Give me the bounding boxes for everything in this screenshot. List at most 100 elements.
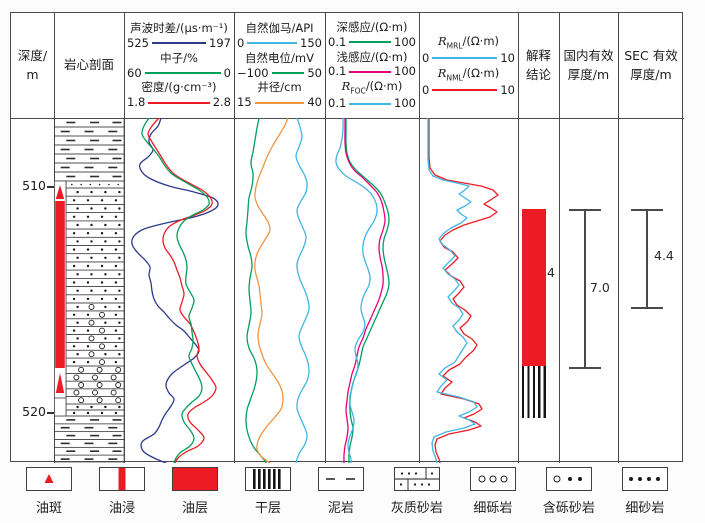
sec-header-line2: 厚度/m <box>630 66 672 82</box>
dot <box>118 190 121 194</box>
curve-unit: /(Ω·m) <box>365 79 403 94</box>
domestic-bar-bottom-cap <box>569 367 601 369</box>
interpretation-thickness-label: 4 <box>547 265 555 280</box>
sonic-track-header: 声波时差/(μs·m⁻¹) 525 197 中子/% 60 0 密度/(g·cm⁻³) 1.8… <box>124 13 234 118</box>
dash <box>90 139 100 142</box>
scale-left-value: 1.8 <box>127 95 146 110</box>
dash <box>66 139 76 142</box>
t6-curves-svg <box>427 118 499 463</box>
dash <box>345 478 355 480</box>
dot <box>637 477 642 481</box>
pebble-ring <box>88 351 95 358</box>
dash <box>108 148 118 151</box>
legend-label: 含砾砂岩 <box>542 501 595 516</box>
pebble-ring <box>553 475 561 483</box>
legend-label: 灰质砂岩 <box>390 501 443 516</box>
dash <box>108 426 118 429</box>
curve-title: 井径/cm <box>257 80 302 95</box>
stripe <box>252 469 256 489</box>
dot <box>114 345 118 348</box>
curve-scale-row: 15 40 <box>237 95 322 110</box>
oil-spot-triangle <box>44 474 54 483</box>
curve-scale-row: 0.1 100 <box>328 96 416 111</box>
dash <box>60 442 70 445</box>
dot <box>98 183 101 186</box>
oil-spot-triangle <box>55 373 65 393</box>
dot <box>118 273 121 276</box>
legend-label: 细砂岩 <box>625 501 665 516</box>
scale-line <box>151 42 207 44</box>
lith-row-sandstone <box>65 187 124 197</box>
dot <box>114 264 118 268</box>
dot <box>100 199 104 202</box>
dot <box>100 215 104 218</box>
dot <box>399 483 403 486</box>
induction-track-header: 深感应/(Ω·m) 0.1 100 浅感应/(Ω·m) 0.1 100 RFOC/(Ω·m)… <box>325 13 419 118</box>
depth-scale-body: 510 520 <box>11 118 54 463</box>
oil-layer-bar <box>522 209 546 366</box>
column-divider <box>559 13 560 463</box>
dot <box>86 215 90 218</box>
curve-scale-row: 0 10 <box>422 83 515 98</box>
scale-left-value: 0.1 <box>328 64 347 79</box>
dot <box>104 289 107 292</box>
nmr-track-body <box>419 118 518 463</box>
lith-row-sandstone <box>65 253 124 263</box>
dash <box>112 157 122 160</box>
sec-header-line1: SEC 有效 <box>624 48 678 64</box>
dash <box>108 130 118 133</box>
lith-row-sandstone <box>65 236 124 246</box>
depth-label: 510 <box>22 178 46 193</box>
curve-井径 <box>254 118 289 463</box>
dot <box>104 305 107 309</box>
depth-tick-mark <box>47 412 54 414</box>
t3-curves-svg <box>131 118 219 463</box>
dash <box>90 157 100 160</box>
dot <box>430 472 434 475</box>
dot <box>86 232 90 235</box>
dash <box>84 130 94 133</box>
dash <box>60 148 70 151</box>
pebble-ring <box>110 389 117 396</box>
curve-scale-row: 0 10 <box>422 51 515 66</box>
dot <box>76 256 79 259</box>
lith-row-mudstone <box>54 454 124 463</box>
dot <box>628 477 633 481</box>
dash <box>84 166 94 169</box>
dot <box>104 256 107 259</box>
curve-title: RFOC/(Ω·m) <box>342 79 403 96</box>
legend: 油斑 油浸 油层 干层 泥岩 灰质砂岩 细砾岩 含砾砂岩 <box>10 467 684 516</box>
curve-unit: /(Ω·m) <box>462 33 500 48</box>
curve-title: 自然电位/mV <box>245 50 314 65</box>
pebble-ring <box>99 343 105 350</box>
oil-spot-swatch <box>26 467 72 491</box>
dot <box>72 329 76 332</box>
dot <box>86 281 90 284</box>
scale-right-value: 10 <box>500 82 515 97</box>
pebble-ring <box>96 366 103 373</box>
dot <box>114 215 118 218</box>
pebble-ring <box>99 311 105 318</box>
dot <box>72 232 76 235</box>
pebble-ring <box>500 475 508 483</box>
dot <box>86 248 90 251</box>
dot <box>90 223 93 227</box>
dot <box>118 337 121 340</box>
scale-left-value: 15 <box>237 95 252 110</box>
dot <box>114 199 118 202</box>
mudstone-swatch <box>317 467 364 491</box>
depth-tick-mark <box>47 186 54 188</box>
curve-title: 深感应/(Ω·m) <box>336 19 408 34</box>
dot <box>114 248 118 251</box>
dot <box>72 297 76 301</box>
oil-immersed-bar <box>55 201 65 368</box>
lith-row-pebbly <box>65 334 124 343</box>
dash <box>60 426 70 429</box>
scale-left-value: 0 <box>237 35 245 50</box>
dot <box>567 477 572 481</box>
scale-right-value: 100 <box>394 96 416 111</box>
scale-line <box>144 72 221 74</box>
dot <box>86 313 90 316</box>
legend-label: 油层 <box>181 501 208 516</box>
